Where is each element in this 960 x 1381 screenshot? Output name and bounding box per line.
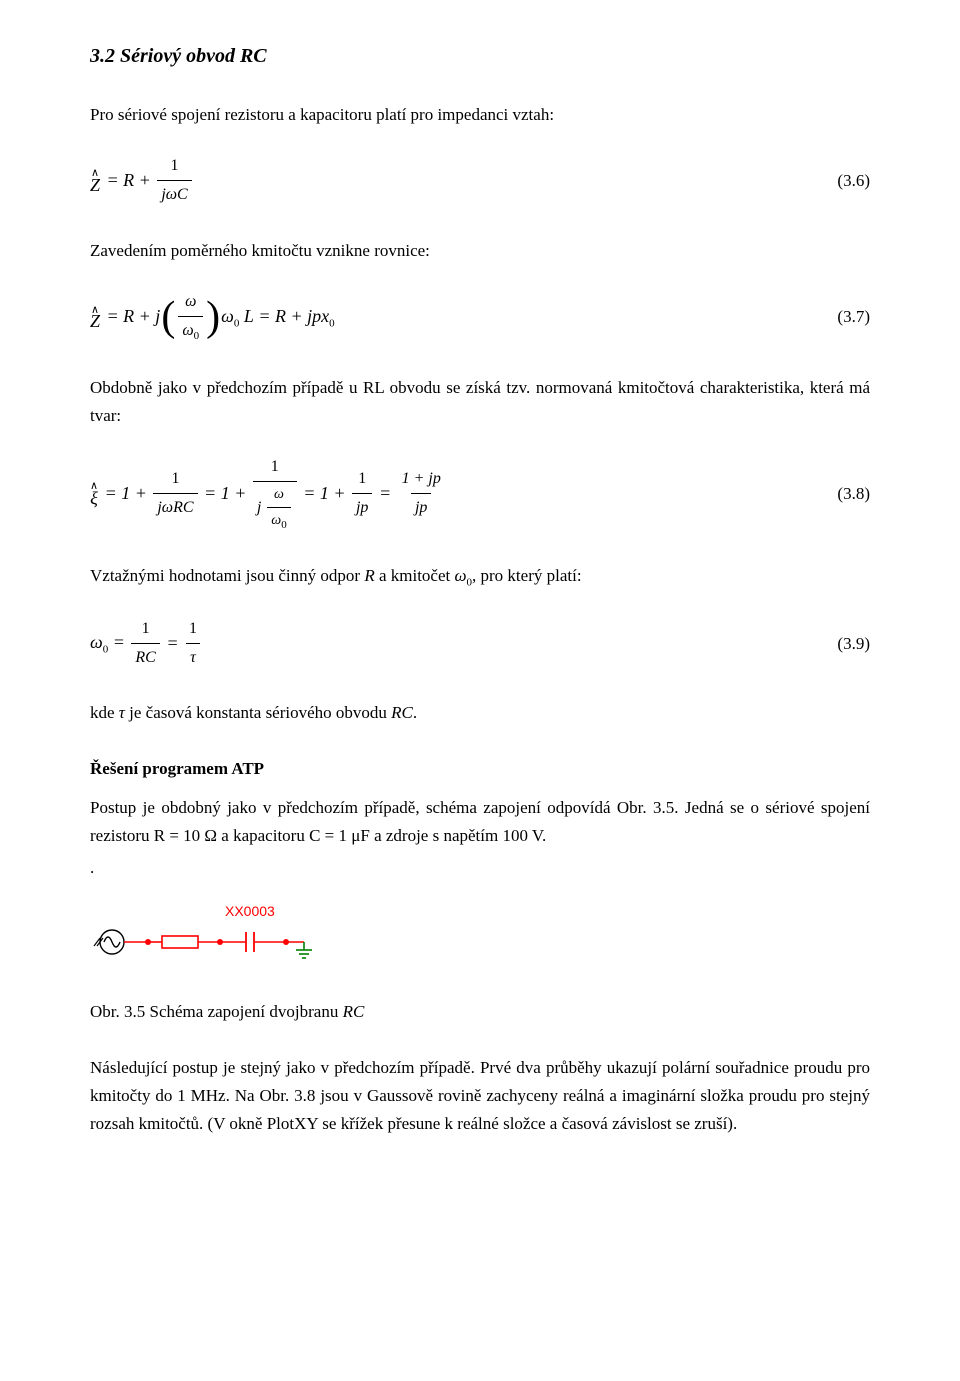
para-intro: Pro sériové spojení rezistoru a kapacito… (90, 101, 870, 129)
para-2: Zavedením poměrného kmitočtu vznikne rov… (90, 237, 870, 265)
eq-3-9-num: (3.9) (837, 630, 870, 658)
capacitor-icon (246, 932, 254, 952)
equation-3-7: ∧Z = R + j ( ω ω0 ) ω0 L = R + jpx0 (3.7… (90, 289, 870, 346)
figure-caption: Obr. 3.5 Schéma zapojení dvojbranu RC (90, 998, 870, 1026)
figcap-b: RC (343, 1002, 365, 1021)
eq-3-7-body: ∧Z = R + j ( ω ω0 ) ω0 L = R + jpx0 (90, 289, 335, 346)
para-5b: je časová konstanta sériového obvodu (125, 703, 391, 722)
para-4b: a kmitočet (375, 566, 455, 585)
para-5a: kde (90, 703, 119, 722)
eq-3-7-num: (3.7) (837, 303, 870, 331)
para-3: Obdobně jako v předchozím případě u RL o… (90, 374, 870, 430)
equation-3-8: ∧ξ = 1 + 1 jωRC = 1 + 1 j ω ω0 = 1 + 1 j… (90, 454, 870, 534)
para-4a: Vztažnými hodnotami jsou činný odpor (90, 566, 364, 585)
para-4c: , pro který platí: (472, 566, 582, 585)
para-5: kde τ je časová konstanta sériového obvo… (90, 699, 870, 727)
circuit-label: XX0003 (225, 903, 275, 919)
para-4: Vztažnými hodnotami jsou činný odpor R a… (90, 562, 870, 592)
heading-atp: Řešení programem ATP (90, 755, 870, 783)
eq-3-8-body: ∧ξ = 1 + 1 jωRC = 1 + 1 j ω ω0 = 1 + 1 j… (90, 454, 447, 534)
equation-3-9: ω0 = 1 RC = 1 τ (3.9) (90, 616, 870, 672)
circuit-svg: XX0003 (90, 902, 350, 972)
para-6: Postup je obdobný jako v předchozím příp… (90, 794, 870, 850)
eq-3-8-num: (3.8) (837, 480, 870, 508)
para-7: Následující postup je stejný jako v před… (90, 1054, 870, 1138)
dot-line: . (90, 854, 870, 882)
equation-3-6: ∧Z = R + 1 jωC (3.6) (90, 153, 870, 209)
section-title: 3.2 Sériový obvod RC (90, 40, 870, 73)
eq-3-9-body: ω0 = 1 RC = 1 τ (90, 616, 203, 672)
resistor-icon (162, 936, 198, 948)
voltage-source-icon (100, 930, 124, 954)
circuit-diagram: XX0003 (90, 902, 870, 972)
eq-3-6-num: (3.6) (837, 167, 870, 195)
eq-3-6-body: ∧Z = R + 1 jωC (90, 153, 194, 209)
ground-icon (286, 942, 312, 958)
left-ticks (94, 938, 103, 946)
para-5c: . (413, 703, 417, 722)
figcap-a: Obr. 3.5 Schéma zapojení dvojbranu (90, 1002, 343, 1021)
